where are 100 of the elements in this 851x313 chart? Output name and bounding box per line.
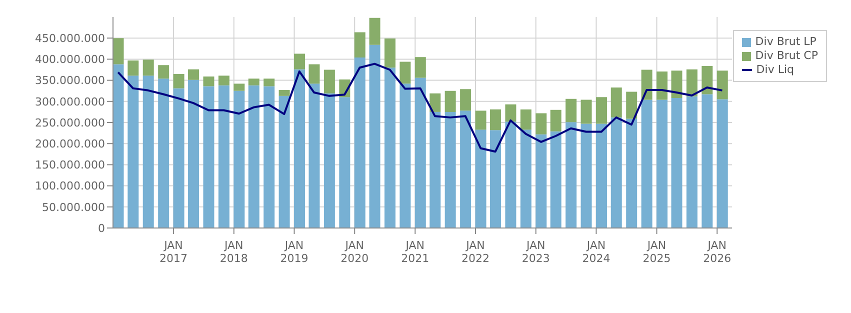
bar xyxy=(203,86,214,228)
bar xyxy=(308,84,320,228)
bar xyxy=(294,54,306,70)
bar xyxy=(656,100,668,228)
line-series xyxy=(117,62,724,153)
y-tick-label: 50.000.000 xyxy=(42,200,105,214)
bar xyxy=(173,74,184,88)
bar xyxy=(264,86,275,228)
x-tick-label: JAN 2022 xyxy=(462,239,490,265)
bar xyxy=(324,70,335,94)
bar xyxy=(248,85,260,228)
bar xyxy=(354,58,366,228)
bar xyxy=(626,92,638,119)
bar xyxy=(324,93,335,228)
x-tick-label: JAN 2024 xyxy=(582,239,610,265)
bar xyxy=(566,98,577,122)
bar xyxy=(158,78,170,228)
bar xyxy=(203,76,214,86)
x-tick-label: JAN 2026 xyxy=(703,239,732,265)
bar xyxy=(475,130,486,228)
bar xyxy=(278,96,290,228)
bar xyxy=(505,104,516,122)
x-tick-label: JAN 2020 xyxy=(340,239,369,265)
bar xyxy=(596,97,607,124)
bar xyxy=(218,85,230,228)
bar xyxy=(188,69,200,80)
bar xyxy=(414,57,426,78)
bar xyxy=(520,130,532,228)
x-tick-label: JAN 2023 xyxy=(522,239,550,265)
bar xyxy=(113,38,124,64)
bar xyxy=(702,94,713,228)
bar xyxy=(656,71,668,100)
bar xyxy=(248,78,260,86)
bar xyxy=(550,131,562,228)
bar xyxy=(234,84,245,91)
bar xyxy=(596,124,607,228)
bar xyxy=(128,60,139,76)
bar xyxy=(475,110,486,130)
bar xyxy=(702,66,713,94)
bar xyxy=(400,84,411,228)
bar xyxy=(128,76,139,228)
bar xyxy=(460,110,472,228)
legend-label: Div Liq xyxy=(756,63,794,77)
bar xyxy=(113,64,124,228)
bar xyxy=(460,89,472,111)
bar xyxy=(369,18,380,45)
bar xyxy=(308,64,320,84)
bar xyxy=(173,88,184,228)
bar xyxy=(384,68,396,228)
bar xyxy=(188,80,200,228)
bar xyxy=(430,93,441,112)
bar xyxy=(520,109,532,130)
bar xyxy=(505,122,516,228)
bar xyxy=(641,100,652,228)
bar xyxy=(610,87,622,118)
bar xyxy=(716,99,728,228)
bar xyxy=(444,112,456,228)
bar xyxy=(536,113,547,134)
bar xyxy=(278,90,290,96)
x-tick-label: JAN 2019 xyxy=(280,239,308,265)
bar xyxy=(686,96,698,228)
x-tick-label: JAN 2021 xyxy=(401,239,430,265)
bar xyxy=(626,118,638,228)
x-tick-label: JAN 2018 xyxy=(220,239,248,265)
y-tick-label: 400.000.000 xyxy=(35,53,105,66)
bar xyxy=(490,130,501,228)
bar xyxy=(566,122,577,228)
bar xyxy=(414,78,426,228)
bar xyxy=(264,78,275,86)
y-tick-label: 200.000.000 xyxy=(35,138,105,151)
legend-label: Div Brut CP xyxy=(755,49,818,63)
bar xyxy=(218,76,230,86)
bar xyxy=(550,110,562,132)
bar xyxy=(354,32,366,58)
bar xyxy=(369,44,380,228)
bar xyxy=(686,69,698,96)
bar xyxy=(400,62,411,84)
y-tick-label: 450.000.000 xyxy=(35,32,105,46)
bar xyxy=(294,69,306,228)
bar xyxy=(671,98,682,228)
bar xyxy=(430,112,441,228)
y-tick-label: 150.000.000 xyxy=(35,158,105,172)
bar xyxy=(610,117,622,228)
bar xyxy=(580,100,592,124)
bar xyxy=(716,70,728,100)
bar xyxy=(339,97,350,228)
y-tick-label: 0 xyxy=(98,222,105,235)
legend-label: Div Brut LP xyxy=(755,35,816,49)
bar xyxy=(142,60,154,76)
bar xyxy=(490,109,501,130)
bar xyxy=(142,76,154,228)
y-tick-label: 100.000.000 xyxy=(35,180,105,193)
y-tick-label: 250.000.000 xyxy=(35,116,105,130)
x-tick-label: JAN 2017 xyxy=(160,239,188,265)
bar xyxy=(580,124,592,228)
bar xyxy=(384,38,396,68)
x-tick-label: JAN 2025 xyxy=(642,239,671,265)
bar xyxy=(234,90,245,228)
bar xyxy=(671,70,682,98)
bar xyxy=(158,65,170,79)
